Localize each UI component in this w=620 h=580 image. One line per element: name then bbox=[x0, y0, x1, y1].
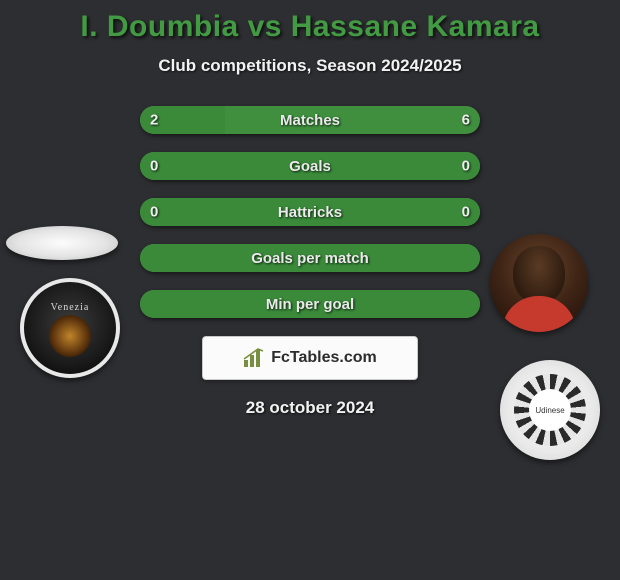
stat-row: Hattricks00 bbox=[140, 198, 480, 226]
stat-row: Goals00 bbox=[140, 152, 480, 180]
club-left-label: Venezia bbox=[49, 303, 91, 313]
lion-icon bbox=[49, 315, 91, 357]
bar-chart-icon bbox=[243, 348, 265, 368]
player-right-avatar bbox=[490, 234, 588, 332]
stat-left-fill bbox=[140, 198, 480, 226]
stat-row: Goals per match bbox=[140, 244, 480, 272]
stats-bars: Matches26 Goals00 Hattricks00 Goals per mat… bbox=[140, 106, 480, 318]
player-left-avatar bbox=[6, 226, 118, 260]
comparison-card: I. Doumbia vs Hassane Kamara Club compet… bbox=[0, 0, 620, 580]
content-area: Venezia Udinese Matches26 Goals00 Hattrick… bbox=[0, 106, 620, 446]
stat-left-fill bbox=[140, 106, 225, 134]
stat-left-fill bbox=[140, 290, 480, 318]
club-right-label: Udinese bbox=[529, 389, 571, 431]
brand-card: FcTables.com bbox=[202, 336, 418, 380]
page-subtitle: Club competitions, Season 2024/2025 bbox=[0, 56, 620, 76]
page-title: I. Doumbia vs Hassane Kamara bbox=[0, 0, 620, 44]
club-left-badge: Venezia bbox=[20, 278, 120, 378]
club-left-badge-inner: Venezia bbox=[49, 299, 91, 357]
stat-row: Min per goal bbox=[140, 290, 480, 318]
stat-left-fill bbox=[140, 244, 480, 272]
stat-row: Matches26 bbox=[140, 106, 480, 134]
club-right-badge-inner: Udinese bbox=[514, 374, 586, 446]
stat-left-fill bbox=[140, 152, 480, 180]
brand-text: FcTables.com bbox=[271, 349, 377, 367]
stat-value-right: 6 bbox=[462, 112, 470, 129]
club-right-badge: Udinese bbox=[500, 360, 600, 460]
